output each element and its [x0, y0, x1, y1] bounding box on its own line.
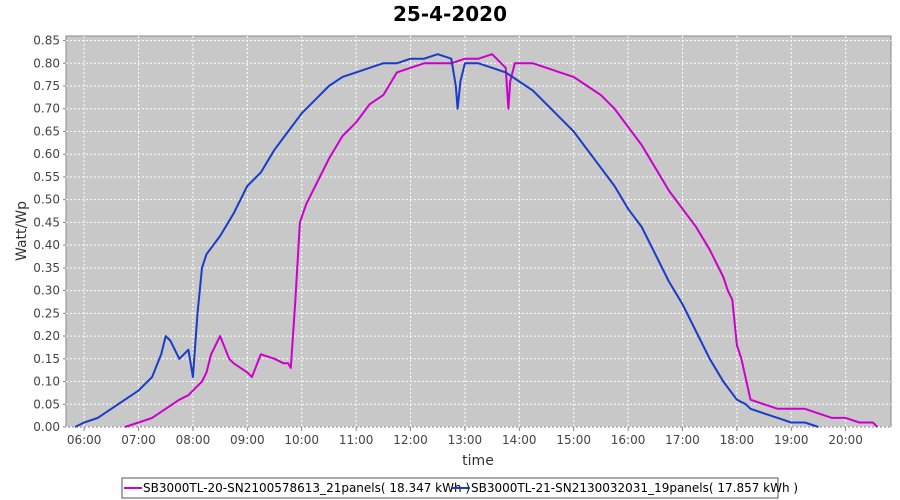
y-tick-label: 0.85	[33, 34, 60, 48]
y-tick-label: 0.50	[33, 193, 60, 207]
y-tick-label: 0.70	[33, 102, 60, 116]
x-tick-label: 06:00	[67, 433, 102, 447]
x-tick-label: 10:00	[284, 433, 319, 447]
y-tick-label: 0.80	[33, 56, 60, 70]
y-tick-label: 0.30	[33, 284, 60, 298]
x-tick-label: 15:00	[556, 433, 591, 447]
y-tick-label: 0.15	[33, 352, 60, 366]
y-axis-title: Watt/Wp	[14, 201, 30, 261]
x-tick-label: 19:00	[774, 433, 809, 447]
x-tick-label: 16:00	[611, 433, 646, 447]
y-tick-label: 0.10	[33, 375, 60, 389]
x-tick-label: 11:00	[339, 433, 374, 447]
y-tick-label: 0.25	[33, 306, 60, 320]
x-tick-label: 09:00	[230, 433, 265, 447]
plot-area	[65, 35, 892, 428]
y-tick-label: 0.35	[33, 261, 60, 275]
x-tick-label: 20:00	[828, 433, 863, 447]
y-tick-label: 0.20	[33, 329, 60, 343]
y-axis: 0.00 0.05 0.10 0.15 0.20 0.25 0.30 0.35 0.40 0.45…	[33, 34, 66, 434]
legend-box	[121, 477, 779, 499]
y-tick-label: 0.55	[33, 170, 60, 184]
y-tick-label: 0.45	[33, 215, 60, 229]
legend-label-series-1: SB3000TL-20-SN2100578613_21panels( 18.34…	[143, 481, 470, 495]
y-tick-label: 0.75	[33, 79, 60, 93]
x-tick-label: 18:00	[720, 433, 755, 447]
x-tick-label: 14:00	[502, 433, 537, 447]
series-lines	[74, 53, 879, 428]
x-axis: 06:00 07:00 08:00 09:00 10:00 11:00 12:00 13:00…	[67, 427, 863, 447]
series-line-1	[124, 53, 879, 428]
x-tick-label: 13:00	[448, 433, 483, 447]
y-tick-label: 0.00	[33, 420, 60, 434]
x-axis-title: time	[462, 453, 494, 469]
chart-title: 25-4-2020	[393, 2, 507, 26]
y-tick-label: 0.60	[33, 147, 60, 161]
x-tick-label: 07:00	[121, 433, 156, 447]
legend-label-series-2: SB3000TL-21-SN2130032031_19panels( 17.85…	[471, 481, 798, 495]
y-tick-label: 0.05	[33, 397, 60, 411]
x-tick-label: 12:00	[393, 433, 428, 447]
y-tick-label: 0.40	[33, 238, 60, 252]
x-tick-label: 17:00	[665, 433, 700, 447]
y-tick-label: 0.65	[33, 124, 60, 138]
legend: SB3000TL-20-SN2100578613_21panels( 18.34…	[121, 477, 798, 499]
x-tick-label: 08:00	[176, 433, 211, 447]
series-line-2	[74, 53, 819, 428]
